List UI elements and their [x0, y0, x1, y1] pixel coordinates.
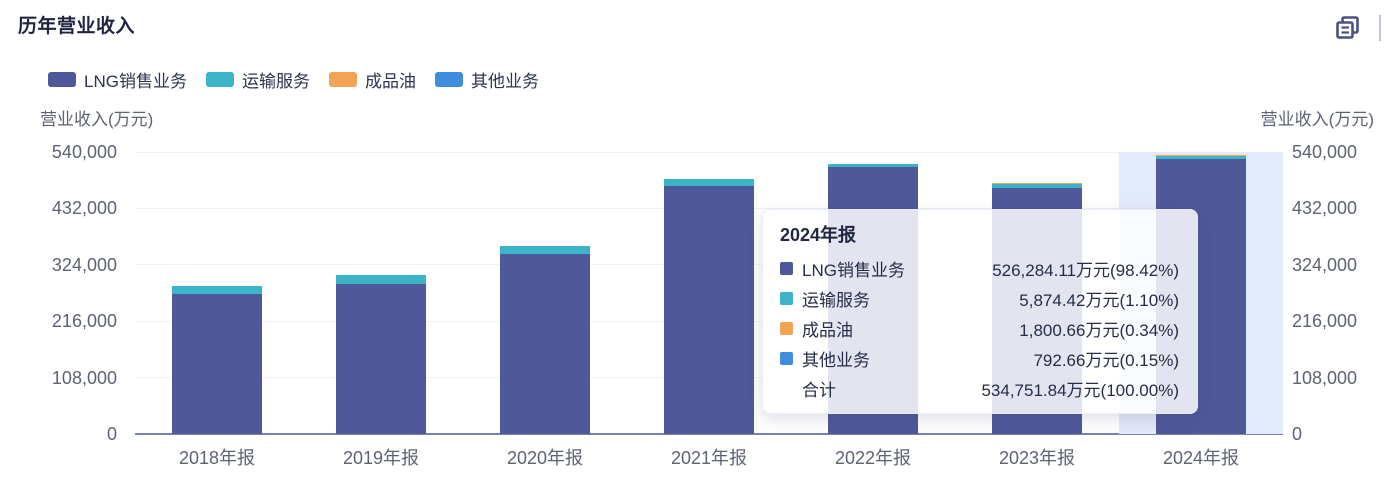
legend-swatch: [205, 72, 234, 87]
x-tick-2022年报: 2022年报: [834, 448, 912, 468]
x-tick-2021年报: 2021年报: [670, 448, 748, 468]
tooltip-row-5: 合计 534,751.84万元(100.00%): [780, 373, 1179, 403]
x-tick-2020年报: 2020年报: [506, 448, 584, 468]
page-title: 历年营业收入: [18, 16, 136, 37]
tooltip-series-swatch: [780, 291, 793, 305]
tooltip-series-value: 526,284.11万元(98.42%): [992, 260, 1179, 280]
data-view-icon[interactable]: [1334, 14, 1361, 41]
bar-segment-运输服务: [664, 178, 754, 186]
x-tick-2018年报: 2018年报: [178, 448, 256, 468]
bar-segment-LNG销售业务: [664, 185, 754, 434]
y-tick-left: 540,000: [51, 142, 117, 162]
bar-segment-运输服务: [992, 184, 1082, 189]
legend-item-4[interactable]: 其他业务: [434, 67, 539, 92]
x-tick-2024年报: 2024年报: [1162, 448, 1240, 468]
y-tick-left: 324,000: [51, 254, 117, 275]
bar-segment-运输服务: [336, 275, 426, 284]
tooltip-series-label: 合计: [802, 380, 836, 400]
y-tick-right: 540,000: [1292, 142, 1358, 162]
tooltip-row-1: LNG销售业务 526,284.11万元(98.42%): [780, 253, 1179, 283]
gridline: [135, 151, 1283, 153]
y-tick-left: 0: [106, 424, 117, 444]
bar-segment-成品油: [1156, 155, 1246, 157]
tooltip-series-swatch: [780, 261, 793, 275]
y-tick-right: 324,000: [1292, 254, 1358, 275]
tooltip-series-value: 5,874.42万元(1.10%): [1019, 290, 1179, 310]
legend-item-3[interactable]: 成品油: [328, 67, 416, 92]
tooltip-series-value: 792.66万元(0.15%): [1033, 350, 1179, 370]
tooltip-series-label: 成品油: [802, 320, 853, 340]
x-tick-2019年报: 2019年报: [342, 448, 420, 468]
legend-swatch: [48, 72, 76, 87]
tooltip-series-label: 其他业务: [802, 350, 870, 370]
legend-item-2[interactable]: 运输服务: [205, 67, 310, 92]
tooltip-series-value: 1,800.66万元(0.34%): [1019, 320, 1179, 340]
y-tick-left: 432,000: [51, 198, 117, 219]
bar-segment-运输服务: [1156, 156, 1246, 160]
tooltip-series-label: LNG销售业务: [802, 260, 905, 280]
bar-segment-运输服务: [172, 286, 262, 294]
bar-segment-运输服务: [828, 164, 918, 168]
bar-segment-LNG销售业务: [336, 283, 426, 434]
y-tick-left: 108,000: [51, 367, 117, 388]
tooltip-series-swatch: [780, 321, 793, 335]
tooltip-series-value: 534,751.84万元(100.00%): [981, 380, 1179, 400]
bar-2020年报[interactable]: [500, 246, 590, 434]
y-tick-right: 432,000: [1292, 198, 1358, 219]
bar-segment-LNG销售业务: [500, 254, 590, 434]
bar-2021年报[interactable]: [664, 178, 754, 434]
bar-2018年报[interactable]: [172, 286, 262, 434]
tooltip-row-4: 其他业务 792.66万元(0.15%): [780, 343, 1179, 373]
tooltip-series-swatch: [780, 351, 793, 365]
chart-legend: LNG销售业务 运输服务 成品油 其他业务: [48, 67, 558, 92]
legend-label: 运输服务: [241, 72, 310, 91]
y-tick-right: 216,000: [1292, 311, 1358, 332]
y-tick-left: 216,000: [51, 311, 117, 332]
legend-swatch: [434, 72, 463, 87]
legend-label: LNG销售业务: [84, 72, 187, 91]
legend-item-1[interactable]: LNG销售业务: [48, 67, 187, 92]
tooltip-title: 2024年报: [780, 225, 857, 245]
tooltip-row-3: 成品油 1,800.66万元(0.34%): [780, 313, 1179, 343]
y-axis-title-left: 营业收入(万元): [40, 110, 154, 129]
legend-label: 成品油: [364, 72, 416, 91]
bar-2019年报[interactable]: [336, 275, 426, 434]
tooltip-row-2: 运输服务 5,874.42万元(1.10%): [780, 283, 1179, 313]
x-axis-line: [135, 433, 1283, 435]
y-tick-right: 0: [1292, 424, 1303, 444]
tooltip-series-label: 运输服务: [802, 290, 870, 310]
y-tick-right: 108,000: [1292, 367, 1358, 388]
legend-swatch: [328, 72, 357, 87]
legend-label: 其他业务: [470, 72, 539, 91]
bar-segment-LNG销售业务: [172, 294, 262, 434]
toolbox-divider: [1379, 14, 1381, 41]
tooltip-swatch-placeholder: [780, 382, 793, 395]
y-axis-title-right: 营业收入(万元): [1260, 110, 1374, 129]
x-tick-2023年报: 2023年报: [998, 448, 1076, 468]
tooltip: 2024年报 LNG销售业务 526,284.11万元(98.42%) 运输服务 5,…: [762, 209, 1198, 414]
tooltip-rows: LNG销售业务 526,284.11万元(98.42%) 运输服务 5,874.42万…: [780, 253, 1179, 403]
bar-segment-运输服务: [500, 246, 590, 254]
bar-segment-成品油: [992, 182, 1082, 185]
toolbox: [1334, 14, 1381, 41]
